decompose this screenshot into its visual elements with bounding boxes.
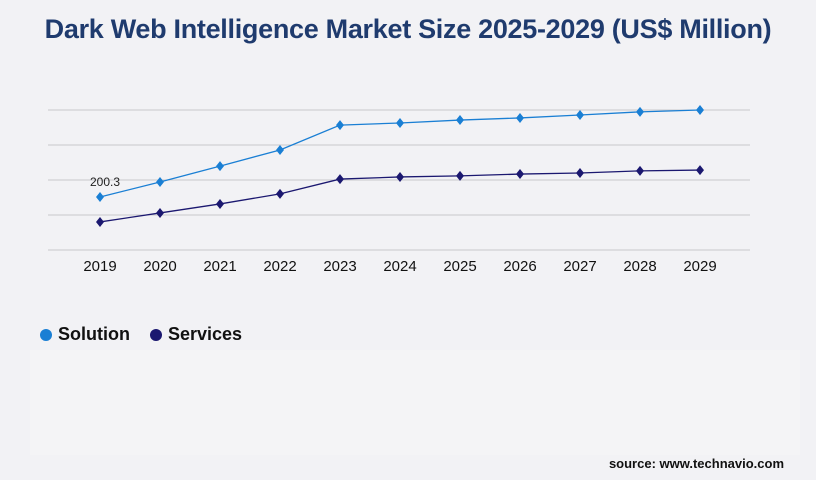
data-point-solution [156, 176, 164, 187]
data-point-services [396, 171, 404, 182]
data-point-solution [636, 106, 644, 117]
data-label: 200.3 [90, 175, 120, 189]
data-point-services [516, 169, 524, 180]
data-point-services [96, 216, 104, 227]
x-tick-label: 2028 [623, 258, 656, 275]
x-tick-label: 2023 [323, 258, 356, 275]
x-tick-label: 2029 [683, 258, 716, 275]
x-tick-label: 2020 [143, 258, 176, 275]
x-tick-label: 2019 [83, 258, 116, 275]
x-tick-label: 2026 [503, 258, 536, 275]
data-point-solution [276, 144, 284, 155]
x-tick-label: 2022 [263, 258, 296, 275]
data-point-services [696, 165, 704, 176]
legend-marker-services [149, 328, 162, 341]
lower-panel [30, 350, 800, 455]
data-point-solution [396, 117, 404, 128]
data-point-solution [696, 105, 704, 115]
legend-item-services: Services [149, 324, 243, 345]
legend: Solution Services [40, 324, 242, 345]
data-point-solution [336, 120, 344, 131]
chart-title: Dark Web Intelligence Market Size 2025-2… [44, 14, 772, 44]
x-tick-label: 2027 [563, 258, 596, 275]
data-point-solution [576, 110, 584, 121]
data-point-solution [456, 115, 464, 126]
data-point-services [336, 174, 344, 185]
data-point-services [576, 167, 584, 178]
data-point-services [456, 170, 464, 181]
data-point-services [636, 165, 644, 176]
x-tick-label: 2025 [443, 258, 476, 275]
legend-label: Services [167, 324, 243, 344]
data-point-solution [96, 191, 104, 202]
data-point-services [216, 198, 224, 209]
x-tick-label: 2021 [203, 258, 236, 275]
data-point-solution [216, 161, 224, 172]
x-tick-label: 2024 [383, 258, 416, 275]
data-point-solution [516, 112, 524, 123]
legend-item-solution: Solution [40, 324, 130, 345]
legend-label: Solution [58, 324, 130, 344]
data-point-services [156, 207, 164, 218]
source-note: source: www.technavio.com [608, 456, 784, 471]
legend-marker-solution [40, 328, 52, 341]
data-point-services [276, 188, 284, 199]
